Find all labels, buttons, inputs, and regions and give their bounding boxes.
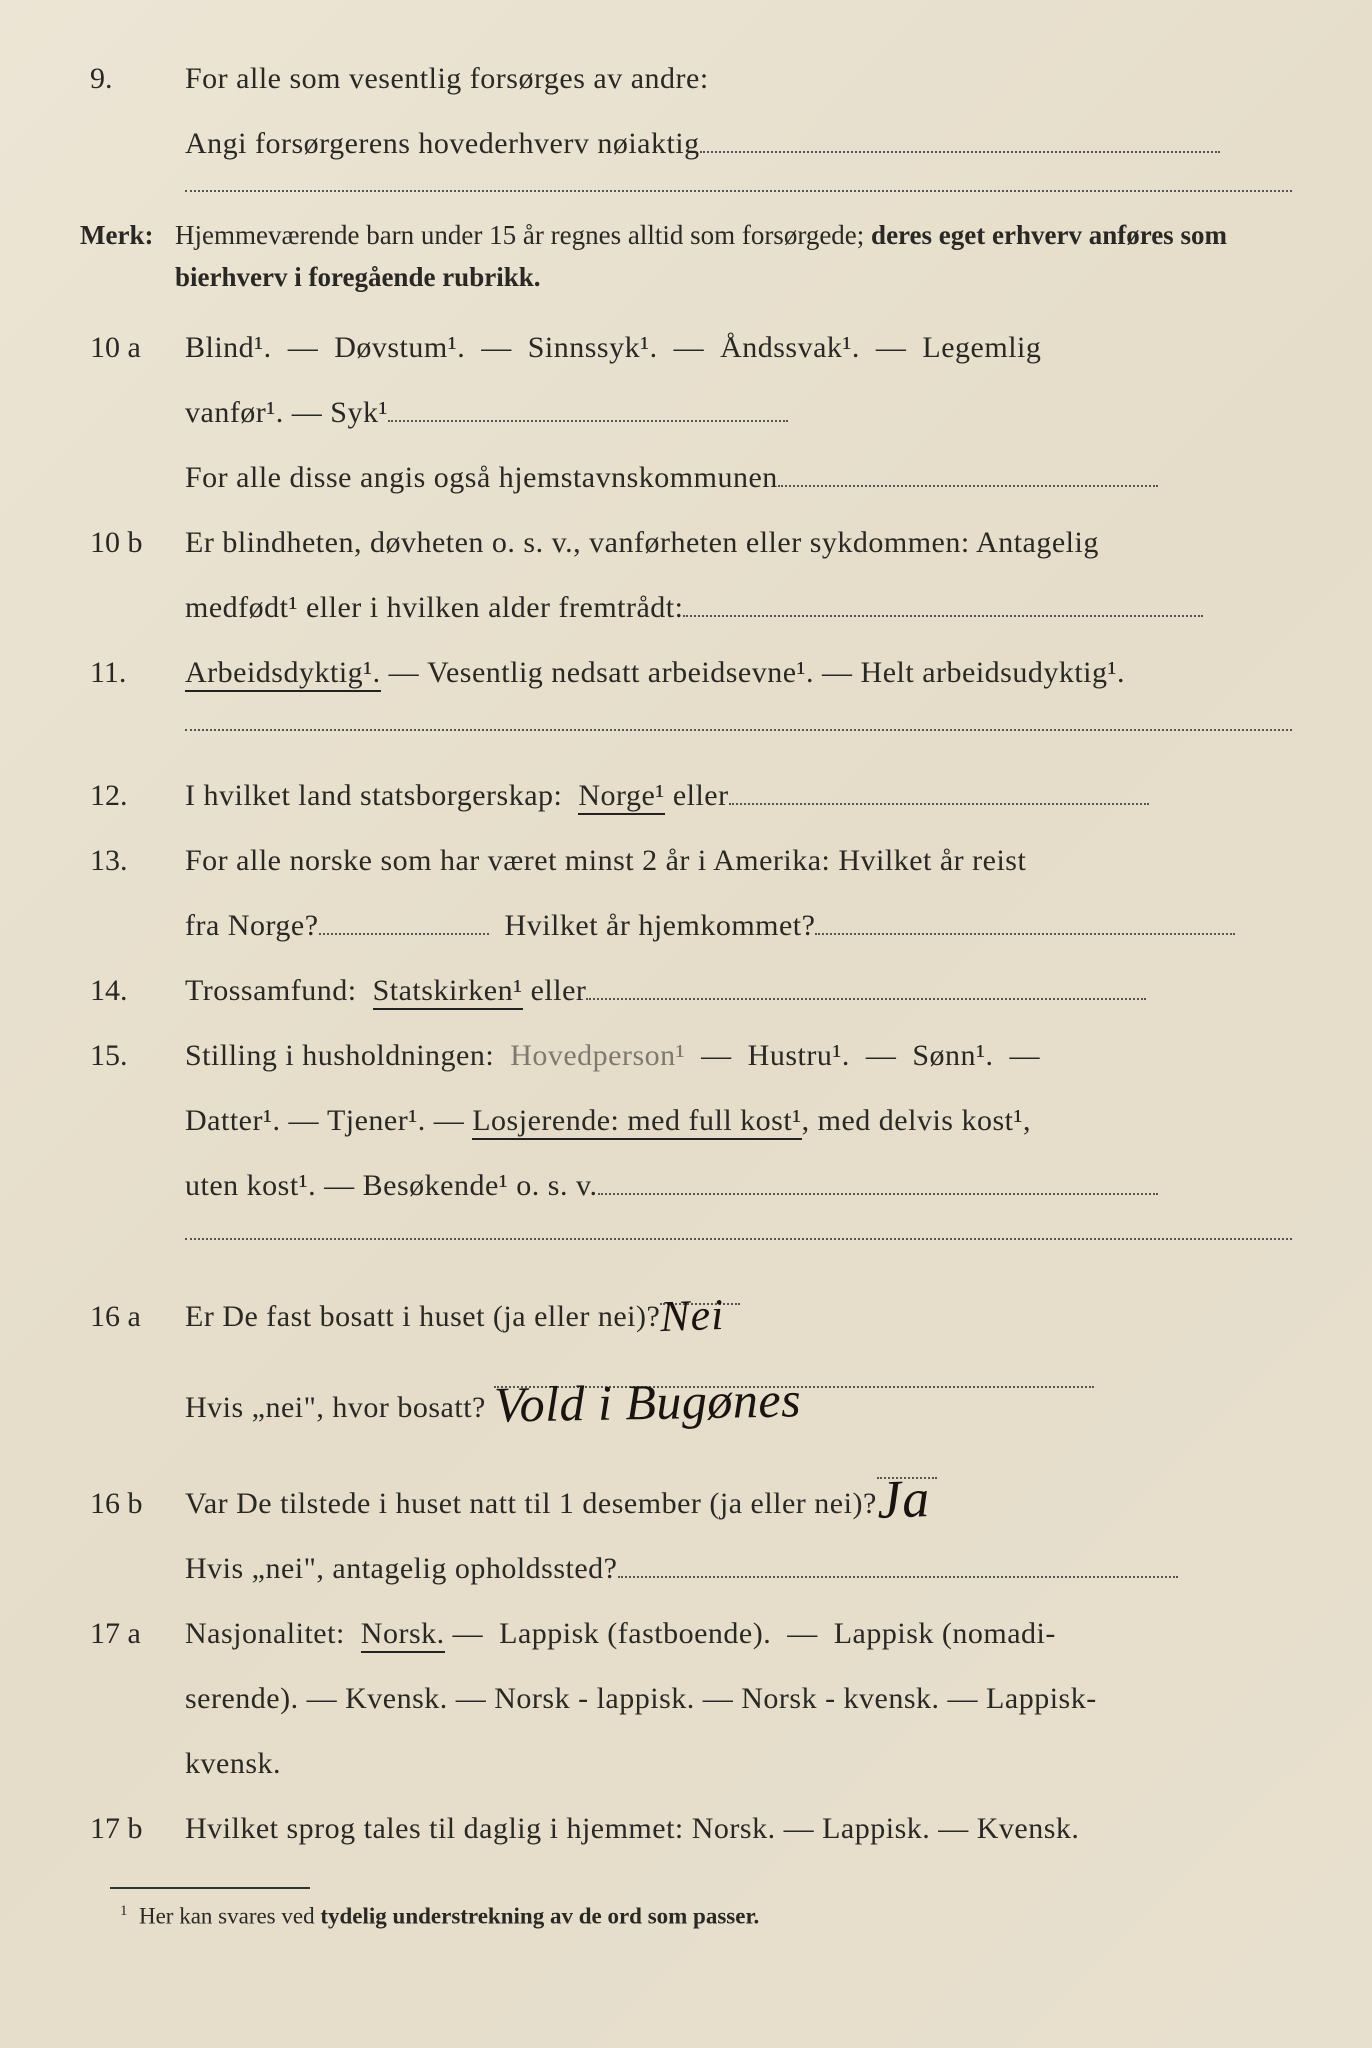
q12-blank[interactable]	[729, 770, 1149, 805]
q12-number: 12.	[80, 767, 185, 824]
q17a-row2: serende). — Kvensk. — Norsk - lappisk. —…	[80, 1670, 1292, 1727]
q10a-number: 10 a	[80, 319, 185, 376]
q9-row1: 9. For alle som vesentlig forsørges av a…	[80, 50, 1292, 107]
q9-line1: For alle som vesentlig forsørges av andr…	[185, 50, 1292, 107]
q16a-answer2: Vold i Bugønes	[493, 1352, 802, 1452]
q13-number: 13.	[80, 832, 185, 889]
q10a-options: Blind¹. — Døvstum¹. — Sinnssyk¹. — Åndss…	[185, 319, 1292, 376]
q17b-text: Hvilket sprog tales til daglig i hjemmet…	[185, 1800, 1292, 1857]
footnote-rule	[110, 1887, 310, 1889]
q11-selected: Arbeidsdyktig¹.	[185, 656, 381, 692]
q16a-answer1: Nei	[659, 1273, 726, 1359]
q9-row2: Angi forsørgerens hovederhverv nøiaktig	[80, 115, 1292, 172]
q14-selected: Statskirken¹	[373, 974, 523, 1010]
merk-row: Merk: Hjemmeværende barn under 15 år reg…	[80, 210, 1292, 299]
divider	[185, 190, 1292, 192]
q12-row: 12. I hvilket land statsborgerskap: Norg…	[80, 767, 1292, 824]
q17a-number: 17 a	[80, 1605, 185, 1662]
q15-number: 15.	[80, 1027, 185, 1084]
q10b-row1: 10 b Er blindheten, døvheten o. s. v., v…	[80, 514, 1292, 571]
q9-number: 9.	[80, 50, 185, 107]
q10a-row3: For alle disse angis også hjemstavnskomm…	[80, 449, 1292, 506]
q16b-row1: 16 b Var De tilstede i huset natt til 1 …	[80, 1444, 1292, 1532]
q15-row3: uten kost¹. — Besøkende¹ o. s. v.	[80, 1157, 1292, 1214]
q14-row: 14. Trossamfund: Statskirken¹ eller	[80, 962, 1292, 1019]
q10a-row1: 10 a Blind¹. — Døvstum¹. — Sinnssyk¹. — …	[80, 319, 1292, 376]
q11-number: 11.	[80, 644, 185, 701]
q13-row2: fra Norge? Hvilket år hjemkommet?	[80, 897, 1292, 954]
q16a-number: 16 a	[80, 1288, 185, 1345]
divider	[185, 729, 1292, 731]
q10b-line1: Er blindheten, døvheten o. s. v., vanfør…	[185, 514, 1292, 571]
q16a-row1: 16 a Er De fast bosatt i huset (ja eller…	[80, 1270, 1292, 1345]
q17a-row3: kvensk.	[80, 1735, 1292, 1792]
q17b-number: 17 b	[80, 1800, 185, 1857]
q16b-row2: Hvis „nei", antagelig opholdssted?	[80, 1540, 1292, 1597]
divider	[185, 1238, 1292, 1240]
q11-row: 11. Arbeidsdyktig¹. — Vesentlig nedsatt …	[80, 644, 1292, 701]
q11-options: Arbeidsdyktig¹. — Vesentlig nedsatt arbe…	[185, 644, 1292, 701]
footnote: 1 Her kan svares ved tydelig understrekn…	[120, 1903, 1292, 1930]
q15-row1: 15. Stilling i husholdningen: Hovedperso…	[80, 1027, 1292, 1084]
q15-blank[interactable]	[598, 1160, 1158, 1195]
q10a-row2: vanfør¹. — Syk¹	[80, 384, 1292, 441]
q10b-blank[interactable]	[683, 582, 1203, 617]
q17a-selected: Norsk.	[361, 1617, 445, 1653]
q15-row2: Datter¹. — Tjener¹. — Losjerende: med fu…	[80, 1092, 1292, 1149]
q13-row1: 13. For alle norske som har været minst …	[80, 832, 1292, 889]
q16a-row2: Hvis „nei", hvor bosatt? Vold i Bugønes	[80, 1353, 1292, 1436]
q13-blank1[interactable]	[319, 900, 489, 935]
q17b-row: 17 b Hvilket sprog tales til daglig i hj…	[80, 1800, 1292, 1857]
q16b-answer1: Ja	[875, 1447, 932, 1551]
q17a-row1: 17 a Nasjonalitet: Norsk. — Lappisk (fas…	[80, 1605, 1292, 1662]
census-form-page: 9. For alle som vesentlig forsørges av a…	[0, 0, 1372, 2048]
q9-blank[interactable]	[700, 118, 1220, 153]
q13-blank2[interactable]	[815, 900, 1235, 935]
q13-line1: For alle norske som har været minst 2 år…	[185, 832, 1292, 889]
q16b-number: 16 b	[80, 1475, 185, 1532]
q15-selected: Losjerende: med full kost¹	[472, 1104, 801, 1140]
q10b-row2: medfødt¹ eller i hvilken alder fremtrådt…	[80, 579, 1292, 636]
merk-text: Hjemmeværende barn under 15 år regnes al…	[175, 215, 1292, 299]
q10a-blank2[interactable]	[778, 452, 1158, 487]
q9-line2: Angi forsørgerens hovederhverv nøiaktig	[185, 115, 1292, 172]
merk-label: Merk:	[80, 210, 175, 261]
q14-number: 14.	[80, 962, 185, 1019]
q17a-line3: kvensk.	[185, 1735, 1292, 1792]
q10a-blank[interactable]	[388, 387, 788, 422]
q17a-line2: serende). — Kvensk. — Norsk - lappisk. —…	[185, 1670, 1292, 1727]
q12-selected: Norge¹	[578, 779, 664, 815]
q10b-number: 10 b	[80, 514, 185, 571]
q14-blank[interactable]	[586, 965, 1146, 1000]
